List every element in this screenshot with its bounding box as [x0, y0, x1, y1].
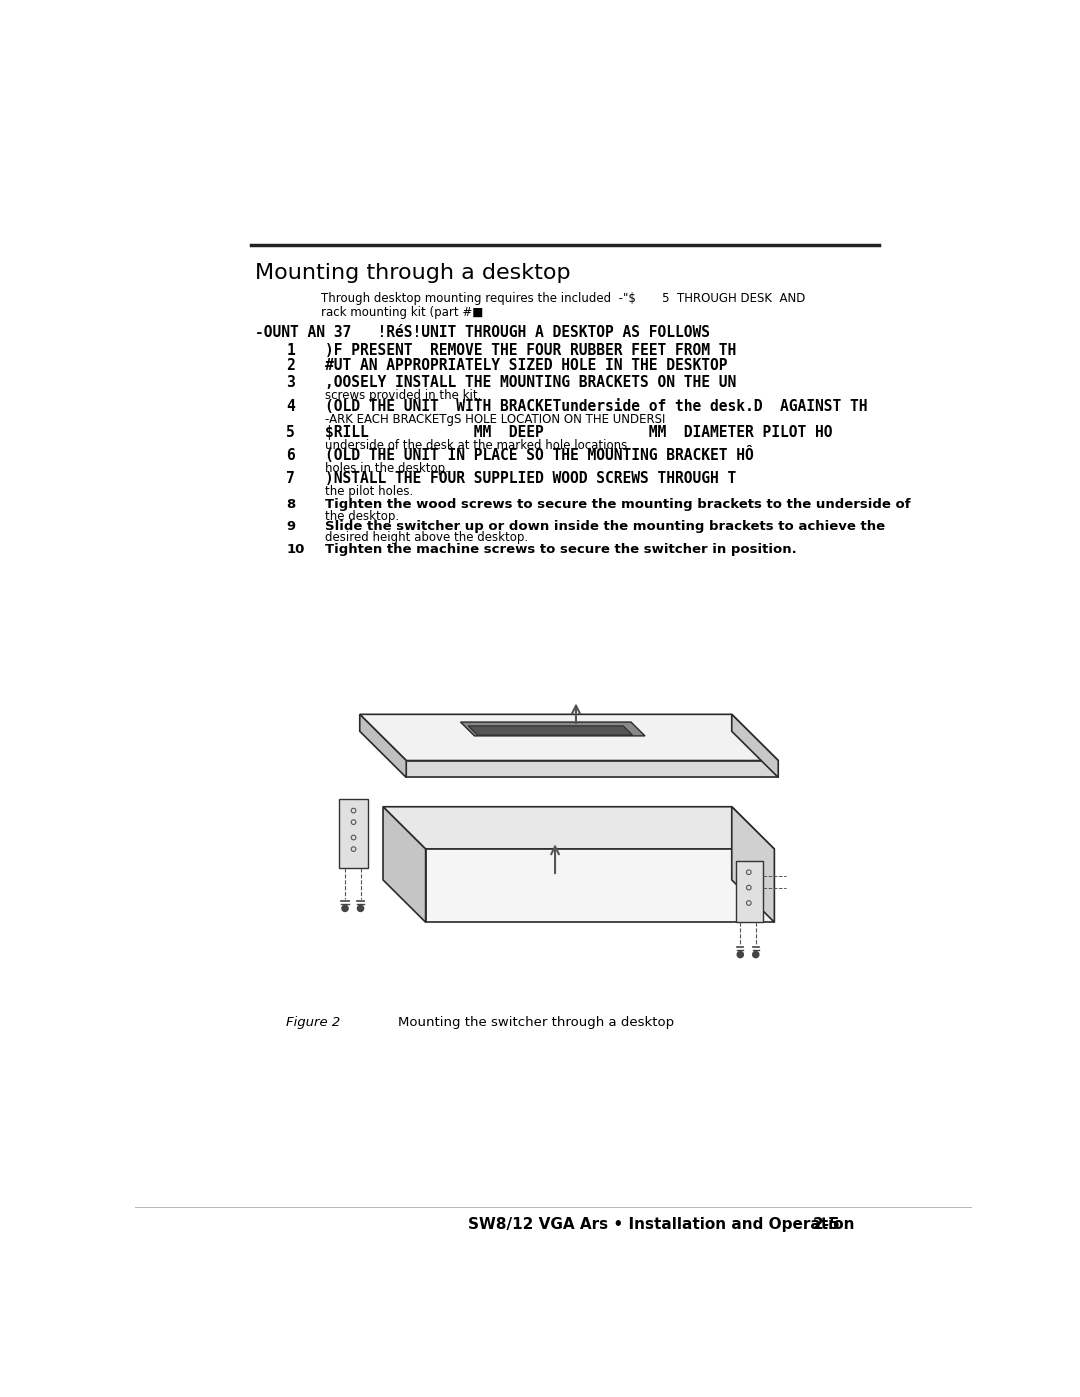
Text: the pilot holes.: the pilot holes. — [325, 485, 414, 497]
Text: underside of the desk at the marked hole locations.: underside of the desk at the marked hole… — [325, 439, 631, 451]
Circle shape — [753, 951, 759, 958]
Text: -OUNT AN 37   !RéS!UNIT THROUGH A DESKTOP AS FOLLOWS: -OUNT AN 37 !RéS!UNIT THROUGH A DESKTOP … — [255, 326, 711, 339]
Text: )F PRESENT  REMOVE THE FOUR RUBBER FEET FROM TH: )F PRESENT REMOVE THE FOUR RUBBER FEET F… — [325, 342, 737, 358]
Text: Mounting the switcher through a desktop: Mounting the switcher through a desktop — [399, 1016, 675, 1030]
Text: SW8/12 VGA Ars • Installation and Operation: SW8/12 VGA Ars • Installation and Operat… — [469, 1217, 854, 1232]
Text: 1: 1 — [286, 342, 295, 358]
Text: rack mounting kit (part #■: rack mounting kit (part #■ — [321, 306, 484, 320]
Polygon shape — [732, 806, 774, 922]
Polygon shape — [383, 806, 426, 922]
Text: -ARK EACH BRACKETgS HOLE LOCATION ON THE UNDERSI: -ARK EACH BRACKETgS HOLE LOCATION ON THE… — [325, 412, 665, 426]
Text: ,OOSELY INSTALL THE MOUNTING BRACKETS ON THE UN: ,OOSELY INSTALL THE MOUNTING BRACKETS ON… — [325, 374, 737, 390]
Text: (OLD THE UNIT IN PLACE SO THE MOUNTING BRACKET HÔ: (OLD THE UNIT IN PLACE SO THE MOUNTING B… — [325, 446, 754, 464]
Text: $RILL            MM  DEEP            MM  DIAMETER PILOT HO: $RILL MM DEEP MM DIAMETER PILOT HO — [325, 425, 833, 440]
Text: #UT AN APPROPRIATELY SIZED HOLE IN THE DESKTOP: #UT AN APPROPRIATELY SIZED HOLE IN THE D… — [325, 358, 727, 373]
Text: 9: 9 — [286, 520, 295, 532]
Text: Tighten the machine screws to secure the switcher in position.: Tighten the machine screws to secure the… — [325, 542, 797, 556]
Circle shape — [738, 951, 743, 958]
Circle shape — [342, 905, 348, 911]
Text: 3: 3 — [286, 374, 295, 390]
Polygon shape — [406, 760, 779, 778]
Polygon shape — [732, 714, 779, 778]
Polygon shape — [469, 726, 633, 735]
Text: 8: 8 — [286, 497, 295, 511]
Polygon shape — [426, 849, 774, 922]
Text: 4: 4 — [286, 400, 295, 414]
Polygon shape — [360, 714, 779, 760]
Text: holes in the desktop.: holes in the desktop. — [325, 462, 449, 475]
Polygon shape — [383, 806, 774, 849]
Text: 2: 2 — [286, 358, 295, 373]
Text: 5: 5 — [286, 425, 295, 440]
Polygon shape — [735, 861, 762, 922]
Circle shape — [357, 905, 364, 911]
Text: desired height above the desktop.: desired height above the desktop. — [325, 531, 528, 543]
Text: Figure 2: Figure 2 — [286, 1016, 340, 1030]
Polygon shape — [460, 722, 645, 736]
Text: 10: 10 — [286, 542, 305, 556]
Polygon shape — [339, 799, 368, 869]
Text: Mounting through a desktop: Mounting through a desktop — [255, 263, 570, 284]
Polygon shape — [360, 714, 406, 778]
Text: Tighten the wood screws to secure the mounting brackets to the underside of: Tighten the wood screws to secure the mo… — [325, 497, 910, 511]
Text: 2-5: 2-5 — [813, 1217, 841, 1232]
Text: screws provided in the kit.: screws provided in the kit. — [325, 388, 482, 402]
Text: Through desktop mounting requires the included  -"$       5  THROUGH DESK  AND: Through desktop mounting requires the in… — [321, 292, 806, 306]
Text: 7: 7 — [286, 471, 295, 486]
Text: the desktop.: the desktop. — [325, 510, 399, 522]
Text: 6: 6 — [286, 448, 295, 464]
Text: )NSTALL THE FOUR SUPPLIED WOOD SCREWS THROUGH T: )NSTALL THE FOUR SUPPLIED WOOD SCREWS TH… — [325, 471, 737, 486]
Text: Slide the switcher up or down inside the mounting brackets to achieve the: Slide the switcher up or down inside the… — [325, 520, 885, 532]
Text: (OLD THE UNIT  WITH BRACKETunderside of the desk.D  AGAINST TH: (OLD THE UNIT WITH BRACKETunderside of t… — [325, 400, 867, 414]
